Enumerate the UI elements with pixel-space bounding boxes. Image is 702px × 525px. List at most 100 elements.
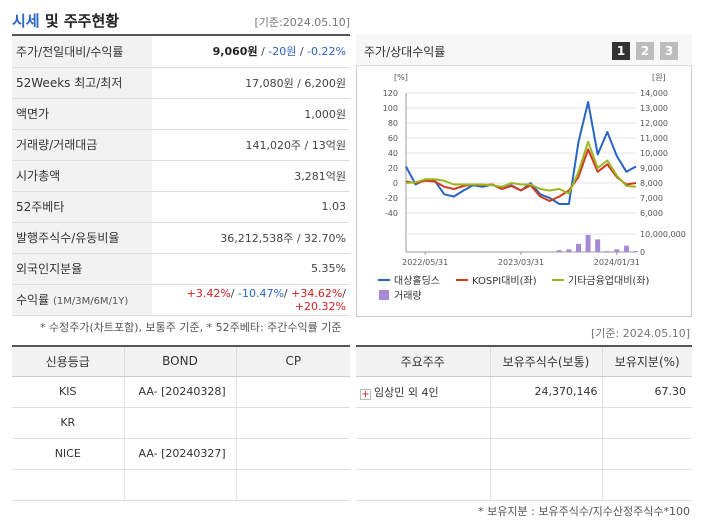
col-header-cp: CP [236,346,350,377]
section-title-rest: 및 주주현황 [39,12,120,30]
return-3m: -10.47% [237,286,284,300]
y-right-tick: 14,000 [640,89,668,98]
price-note: * 수정주가(차트포함), 보통주 기준, * 52주베타: 주간수익률 기준 [40,321,342,334]
table-row: + 임상민 외 4인 24,370,146 67.30 [356,376,692,408]
shares-cell [490,469,603,501]
y-left-unit: [%] [394,73,408,82]
pct-cell [602,438,692,470]
table-row: KR [12,407,350,439]
volume-bar [633,251,639,252]
legend-label: KOSPI대비(좌) [472,275,537,287]
section-title: 시세 및 주주현황 [12,10,119,31]
pct-cell [602,407,692,439]
chart-tab-1[interactable]: 1 [612,42,630,60]
chart-title: 주가/상대수익률 [364,45,446,59]
x-tick-label: 2022/05/31 [402,258,448,267]
price-value: 9,060원 / -20원 / -0.22% [152,36,350,68]
pct-cell [602,469,692,501]
y-left-tick: 20 [388,164,398,173]
volume-bar [585,234,591,252]
table-row [12,469,350,501]
return-6m: +34.62% [291,286,343,300]
row-label: 외국인지분율 [12,253,152,285]
table-row: KIS AA- [20240328] [12,376,350,408]
section-title-main: 시세 [12,12,40,30]
current-price: 9,060원 [212,45,258,59]
holders-note: * 보유지분 : 보유주식수/지수산정주식수*100 [478,505,690,518]
legend-label: 거래량 [394,290,422,302]
bond-cell [124,469,237,501]
volume-tick: 10,000,000 [640,230,686,239]
col-header-holder: 주요주주 [356,346,491,377]
price-rate: -0.22% [307,45,346,59]
row-label: 주가/전일대비/수익률 [12,36,152,68]
table-row: 외국인지분율 5.35% [12,253,350,285]
row-value: 141,020주 / 13억원 [152,129,350,161]
table-row [356,469,692,501]
cp-cell [236,407,350,439]
row-value: 5.35% [152,253,350,285]
row-label: 발행주식수/유동비율 [12,222,152,254]
y-left-tick: 100 [383,104,398,113]
y-left-tick: 40 [388,149,398,158]
pct-cell: 67.30 [602,376,692,408]
row-label: 52주베타 [12,191,152,223]
volume-bar [614,249,620,252]
table-row: 수익률 (1M/3M/6M/1Y) +3.42%/ -10.47%/ +34.6… [12,284,350,316]
chart-tab-2[interactable]: 2 [636,42,654,60]
row-value: 1.03 [152,191,350,223]
y-right-tick: 13,000 [640,104,668,113]
table-header-row: 주요주주 보유주식수(보통) 보유지분(%) [356,346,692,377]
row-label: 액면가 [12,98,152,130]
agency-cell: NICE [12,438,125,470]
y-left-tick: 60 [388,134,398,143]
col-header-pct: 보유지분(%) [602,346,692,377]
series-line [405,148,637,202]
x-tick-label: 2024/01/31 [594,258,640,267]
row-value: 36,212,538주 / 32.70% [152,222,350,254]
chart-tab-3[interactable]: 3 [660,42,678,60]
y-right-tick: 9,000 [640,164,663,173]
table-row: 52Weeks 최고/최저 17,080원 / 6,200원 [12,67,350,99]
shareholders-table: 주요주주 보유주식수(보통) 보유지분(%) + 임상민 외 4인 24,370,… [356,345,692,501]
table-header-row: 신용등급 BOND CP [12,346,350,377]
y-right-unit: [원] [652,73,666,82]
legend-label: 기타금융업대비(좌) [568,274,650,287]
y-right-tick: 11,000 [640,134,668,143]
return-1y: +20.32% [294,299,346,313]
table-row: NICE AA- [20240327] [12,438,350,470]
cp-cell [236,469,350,501]
y-right-tick: 6,000 [640,209,663,218]
volume-tick: 0 [640,248,645,257]
holder-cell[interactable]: + 임상민 외 4인 [356,376,491,408]
x-tick-label: 2023/03/31 [498,258,544,267]
table-row [356,407,692,439]
row-label: 52Weeks 최고/최저 [12,67,152,99]
row-label: 수익률 (1M/3M/6M/1Y) [12,284,152,316]
expand-icon[interactable]: + [360,388,371,400]
shares-cell [490,407,603,439]
returns-value: +3.42%/ -10.47%/ +34.62%/ +20.32% [152,284,350,316]
row-label: 거래량/거래대금 [12,129,152,161]
shares-cell: 24,370,146 [490,376,603,408]
holder-cell [356,469,491,501]
cp-cell [236,438,350,470]
y-left-tick: -20 [385,194,398,203]
col-header-bond: BOND [124,346,237,377]
price-change: -20원 [268,45,297,59]
holder-cell [356,438,491,470]
table-row [356,438,692,470]
price-table: 주가/전일대비/수익률 9,060원 / -20원 / -0.22% 52Wee… [12,36,350,316]
y-left-tick: 0 [393,179,398,188]
divider [12,34,350,36]
row-label: 시가총액 [12,160,152,192]
cp-cell [236,376,350,408]
volume-bar [604,251,610,252]
bond-cell: AA- [20240328] [124,376,237,408]
y-right-tick: 12,000 [640,119,668,128]
holder-name: 임상민 외 4인 [374,385,439,399]
col-header-rating: 신용등급 [12,346,125,377]
agency-cell: KR [12,407,125,439]
agency-cell: KIS [12,376,125,408]
col-header-shares: 보유주식수(보통) [490,346,603,377]
